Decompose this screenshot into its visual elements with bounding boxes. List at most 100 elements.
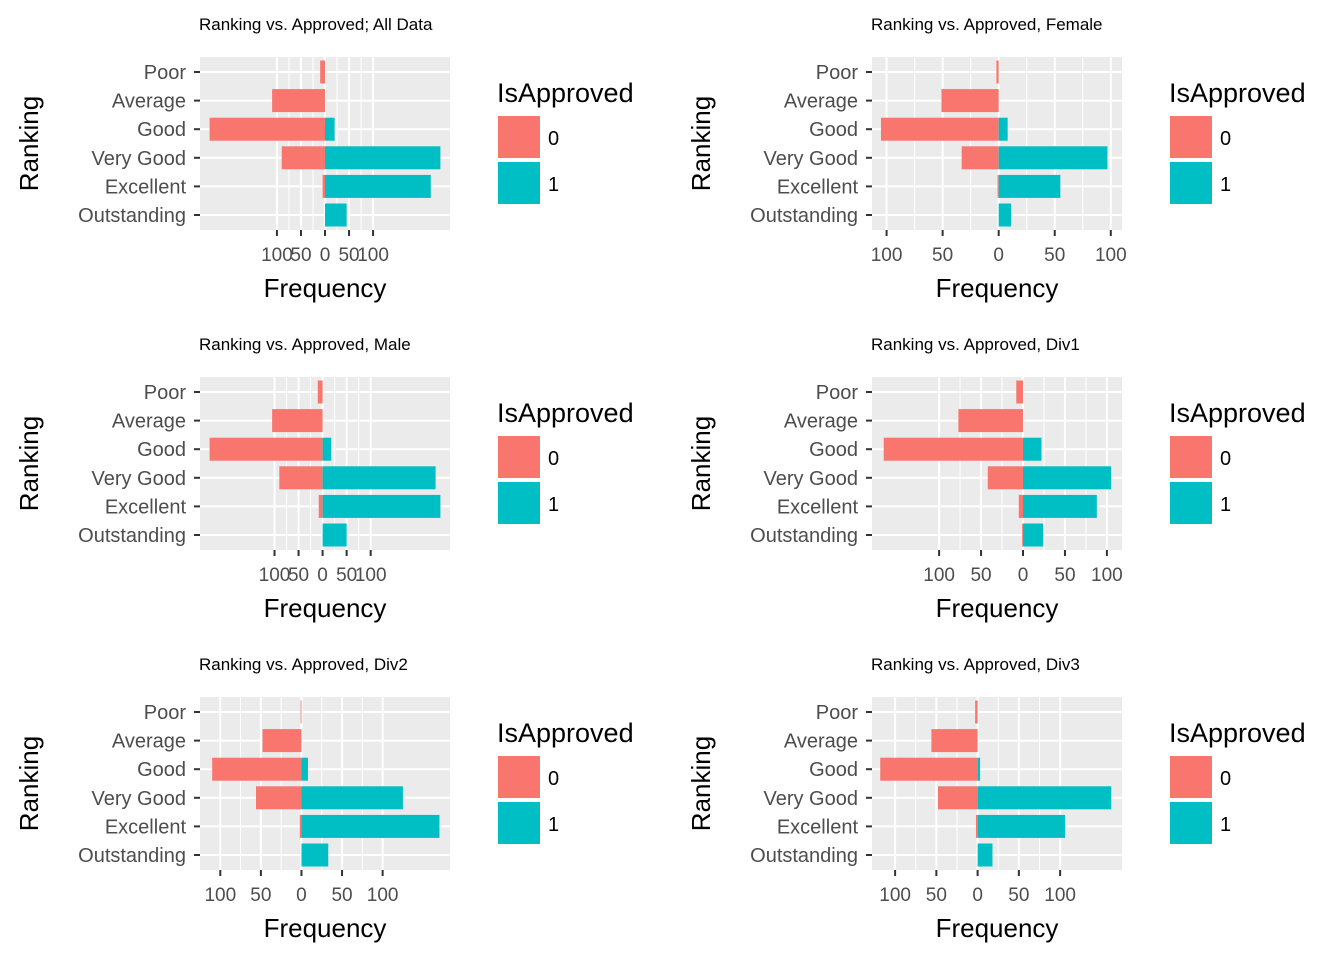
x-tick-label: 50 <box>290 245 311 266</box>
bar-not-approved <box>262 729 302 753</box>
bar-not-approved <box>958 409 1024 433</box>
y-tick-label: Good <box>137 439 186 461</box>
legend-label: 0 <box>1220 448 1231 470</box>
bar-approved <box>977 814 1066 838</box>
bar-not-approved <box>961 146 999 170</box>
bar-not-approved <box>256 786 302 810</box>
legend-swatch <box>498 756 540 798</box>
chart-title: Ranking vs. Approved, Div2 <box>199 655 408 674</box>
plot-panel <box>200 697 450 870</box>
y-tick-label: Outstanding <box>750 205 858 227</box>
x-axis-title: Frequency <box>936 593 1059 623</box>
legend-swatch <box>1170 756 1212 798</box>
y-axis-title: Ranking <box>14 736 44 831</box>
legend-label: 0 <box>548 128 559 150</box>
y-axis-title: Ranking <box>686 416 716 511</box>
x-tick-label: 100 <box>1095 245 1127 266</box>
x-tick-label: 50 <box>932 245 953 266</box>
bar-not-approved <box>1018 494 1024 518</box>
bar-approved <box>998 174 1061 198</box>
y-tick-label: Average <box>784 731 858 753</box>
y-tick-label: Outstanding <box>78 525 186 547</box>
y-tick-label: Average <box>784 411 858 433</box>
legend-label: 1 <box>1220 494 1231 516</box>
x-tick-label: 0 <box>296 885 307 906</box>
chart-title: Ranking vs. Approved; All Data <box>199 15 433 34</box>
x-tick-label: 100 <box>871 245 903 266</box>
x-tick-label: 50 <box>288 565 309 586</box>
y-tick-label: Excellent <box>105 496 187 518</box>
x-tick-label: 100 <box>355 565 387 586</box>
bar-approved <box>977 786 1112 810</box>
bar-not-approved <box>322 174 325 198</box>
y-tick-label: Very Good <box>763 148 858 170</box>
legend-swatch <box>1170 802 1212 844</box>
bar-not-approved <box>279 466 323 490</box>
y-tick-label: Poor <box>144 382 187 404</box>
bar-approved <box>1023 494 1097 518</box>
legend-title: IsApproved <box>1169 398 1306 428</box>
legend-swatch <box>498 116 540 158</box>
chart-title: Ranking vs. Approved, Div1 <box>871 335 1080 354</box>
x-tick-label: 100 <box>1044 885 1076 906</box>
bar-not-approved <box>883 437 1024 461</box>
y-tick-label: Very Good <box>91 148 186 170</box>
bar-approved <box>998 203 1012 227</box>
y-tick-label: Excellent <box>105 176 187 198</box>
chart-facet-2: Ranking vs. Approved, Female Poor Average G… <box>686 15 1306 303</box>
x-tick-label: 100 <box>1091 565 1123 586</box>
bar-approved <box>301 814 440 838</box>
legend-swatch <box>1170 482 1212 524</box>
x-tick-label: 50 <box>926 885 947 906</box>
y-tick-label: Very Good <box>763 468 858 490</box>
legend-label: 0 <box>1220 128 1231 150</box>
chart-title: Ranking vs. Approved, Female <box>871 15 1103 34</box>
x-tick-label: 0 <box>317 565 328 586</box>
bar-not-approved <box>987 466 1024 490</box>
bar-approved <box>977 757 981 781</box>
y-tick-label: Average <box>784 91 858 113</box>
x-axis-title: Frequency <box>264 913 387 943</box>
y-tick-label: Average <box>112 91 186 113</box>
x-tick-label: 0 <box>1018 565 1029 586</box>
bar-approved <box>1023 523 1044 547</box>
y-tick-label: Very Good <box>91 468 186 490</box>
legend-label: 0 <box>1220 768 1231 790</box>
bar-not-approved <box>318 494 323 518</box>
bar-not-approved <box>209 117 325 141</box>
x-tick-label: 100 <box>259 565 291 586</box>
bar-approved <box>301 843 329 867</box>
x-tick-label: 50 <box>331 885 352 906</box>
x-axis-title: Frequency <box>264 273 387 303</box>
legend-title: IsApproved <box>497 78 634 108</box>
bar-approved <box>301 757 308 781</box>
legend-swatch <box>498 162 540 204</box>
x-axis-title: Frequency <box>936 913 1059 943</box>
bar-approved <box>322 437 332 461</box>
bar-approved <box>301 786 403 810</box>
legend-title: IsApproved <box>497 718 634 748</box>
bar-not-approved <box>996 60 999 84</box>
x-tick-label: 100 <box>261 245 293 266</box>
y-tick-label: Outstanding <box>750 525 858 547</box>
y-tick-label: Good <box>809 759 858 781</box>
y-tick-label: Average <box>112 411 186 433</box>
bar-not-approved <box>272 409 323 433</box>
chart-title: Ranking vs. Approved, Male <box>199 335 411 354</box>
legend-label: 1 <box>548 494 559 516</box>
y-tick-label: Poor <box>816 702 859 724</box>
legend-title: IsApproved <box>1169 718 1306 748</box>
y-tick-label: Excellent <box>105 816 187 838</box>
bar-not-approved <box>880 757 978 781</box>
bar-not-approved <box>997 174 999 198</box>
legend-label: 1 <box>548 174 559 196</box>
bar-not-approved <box>975 814 978 838</box>
x-tick-label: 50 <box>1044 245 1065 266</box>
x-tick-label: 50 <box>1054 565 1075 586</box>
bar-not-approved <box>212 757 302 781</box>
plot-panel <box>872 377 1122 550</box>
bar-not-approved <box>317 380 323 404</box>
y-tick-label: Excellent <box>777 496 859 518</box>
x-tick-label: 50 <box>338 245 359 266</box>
legend-label: 1 <box>1220 174 1231 196</box>
